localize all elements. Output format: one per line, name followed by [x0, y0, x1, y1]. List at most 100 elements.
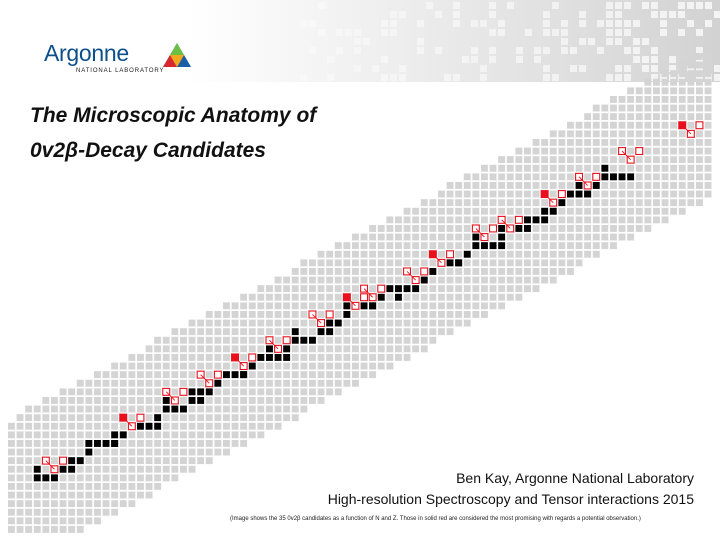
nuclide-cell: [429, 311, 436, 318]
nuclide-cell: [352, 363, 359, 370]
nuclide-cell: [438, 277, 445, 284]
nuclide-cell: [610, 165, 617, 172]
stable-nuclide-cell: [335, 320, 342, 327]
nuclide-cell: [533, 182, 540, 189]
nuclide-cell: [77, 500, 84, 507]
nuclide-cell: [541, 173, 548, 180]
nuclide-cell: [25, 500, 32, 507]
nuclide-cell: [343, 354, 350, 361]
stable-nuclide-cell: [455, 259, 462, 266]
nuclide-cell: [189, 449, 196, 456]
nuclide-cell: [275, 397, 282, 404]
nuclide-cell: [257, 311, 264, 318]
nuclide-cell: [610, 208, 617, 215]
nuclide-cell: [352, 345, 359, 352]
nuclide-cell: [567, 165, 574, 172]
nuclide-cell: [696, 70, 703, 77]
nuclide-cell: [481, 182, 488, 189]
candidate-cell: [361, 294, 368, 301]
nuclide-cell: [232, 311, 239, 318]
nuclide-cell: [257, 371, 264, 378]
nuclide-cell: [146, 414, 153, 421]
nuclide-cell: [464, 191, 471, 198]
nuclide-cell: [378, 225, 385, 232]
nuclide-cell: [498, 165, 505, 172]
nuclide-cell: [404, 320, 411, 327]
nuclide-cell: [438, 191, 445, 198]
nuclide-cell: [223, 337, 230, 344]
nuclide-cell: [627, 234, 634, 241]
nuclide-cell: [601, 242, 608, 249]
nuclide-cell: [266, 388, 273, 395]
nuclide-cell: [567, 148, 574, 155]
author-line: Ben Kay, Argonne National Laboratory: [328, 468, 694, 489]
nuclide-cell: [103, 406, 110, 413]
stable-nuclide-cell: [386, 285, 393, 292]
nuclide-cell: [240, 345, 247, 352]
nuclide-cell: [318, 354, 325, 361]
nuclide-cell: [197, 457, 204, 464]
nuclide-cell: [481, 294, 488, 301]
nuclide-cell: [154, 388, 161, 395]
stable-nuclide-cell: [309, 337, 316, 344]
nuclide-cell: [171, 414, 178, 421]
nuclide-cell: [292, 414, 299, 421]
nuclide-cell: [171, 380, 178, 387]
candidate-cell: [60, 457, 67, 464]
nuclide-cell: [404, 294, 411, 301]
stable-nuclide-cell: [361, 302, 368, 309]
nuclide-cell: [679, 173, 686, 180]
nuclide-cell: [455, 294, 462, 301]
nuclide-cell: [653, 208, 660, 215]
nuclide-cell: [128, 474, 135, 481]
nuclide-cell: [438, 225, 445, 232]
stable-nuclide-cell: [180, 406, 187, 413]
nuclide-cell: [584, 225, 591, 232]
nuclide-cell: [180, 414, 187, 421]
nuclide-cell: [429, 285, 436, 292]
nuclide-cell: [705, 173, 712, 180]
candidate-cell: [636, 148, 643, 155]
nuclide-cell: [257, 388, 264, 395]
nuclide-cell: [395, 302, 402, 309]
nuclide-cell: [395, 268, 402, 275]
nuclide-cell: [318, 380, 325, 387]
nuclide-cell: [85, 414, 92, 421]
nuclide-cell: [51, 414, 58, 421]
nuclide-cell: [541, 242, 548, 249]
nuclide-cell: [541, 148, 548, 155]
nuclide-cell: [619, 113, 626, 120]
candidate-cell: [180, 388, 187, 395]
nuclide-cell: [472, 191, 479, 198]
nuclide-cell: [163, 354, 170, 361]
nuclide-cell: [636, 165, 643, 172]
nuclide-cell: [103, 483, 110, 490]
nuclide-cell: [662, 165, 669, 172]
nuclide-cell: [584, 139, 591, 146]
nuclide-cell: [232, 320, 239, 327]
nuclide-cell: [593, 122, 600, 129]
nuclide-cell: [576, 148, 583, 155]
nuclide-cell: [171, 345, 178, 352]
nuclide-cell: [111, 483, 118, 490]
nuclide-cell: [292, 354, 299, 361]
nuclide-cell: [687, 148, 694, 155]
nuclide-cell: [171, 431, 178, 438]
nuclide-cell: [206, 457, 213, 464]
nuclide-cell: [404, 277, 411, 284]
nuclide-cell: [515, 165, 522, 172]
nuclide-cell: [395, 251, 402, 258]
nuclide-cell: [601, 191, 608, 198]
nuclide-cell: [507, 208, 514, 215]
nuclide-cell: [438, 328, 445, 335]
nuclide-cell: [34, 509, 41, 516]
nuclide-cell: [240, 423, 247, 430]
stable-nuclide-cell: [412, 285, 419, 292]
nuclide-cell: [447, 294, 454, 301]
nuclide-cell: [576, 199, 583, 206]
nuclide-cell: [533, 191, 540, 198]
nuclide-cell: [507, 294, 514, 301]
nuclide-cell: [386, 345, 393, 352]
nuclide-cell: [447, 302, 454, 309]
nuclide-cell: [103, 371, 110, 378]
